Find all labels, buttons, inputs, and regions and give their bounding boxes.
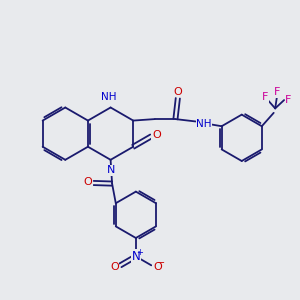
Text: O: O [153,262,162,272]
Text: O: O [173,87,182,97]
Text: N: N [107,165,116,175]
Text: F: F [274,87,281,97]
Text: F: F [285,95,292,105]
Text: N: N [131,250,140,263]
Text: +: + [136,248,143,257]
Text: NH: NH [101,92,117,102]
Text: O: O [110,262,119,272]
Text: NH: NH [196,119,212,129]
Text: O: O [152,130,161,140]
Text: F: F [262,92,268,102]
Text: −: − [157,258,165,268]
Text: O: O [83,177,92,188]
